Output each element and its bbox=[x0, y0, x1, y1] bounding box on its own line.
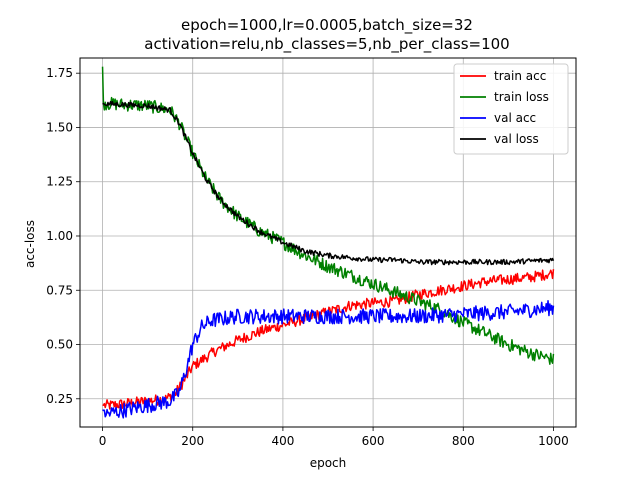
x-tick-label: 200 bbox=[181, 434, 204, 448]
y-tick-label: 0.75 bbox=[46, 283, 73, 297]
chart-title-line-2: activation=relu,nb_classes=5,nb_per_clas… bbox=[144, 35, 509, 54]
chart-title-line-1: epoch=1000,lr=0.0005,batch_size=32 bbox=[181, 16, 473, 35]
y-tick-label: 0.25 bbox=[46, 392, 73, 406]
legend-label: train loss bbox=[494, 90, 549, 104]
y-tick-label: 1.75 bbox=[46, 66, 73, 80]
series-line-val-acc bbox=[102, 300, 555, 419]
x-tick-label: 600 bbox=[362, 434, 385, 448]
legend-label: train acc bbox=[494, 69, 546, 83]
y-axis-label: acc-loss bbox=[23, 220, 37, 268]
y-tick-label: 0.50 bbox=[46, 338, 73, 352]
y-axis: 0.25 0.50 0.75 1.00 1.25 1.50 1.75 bbox=[46, 66, 80, 406]
plot-lines bbox=[101, 66, 555, 419]
legend-label: val acc bbox=[494, 111, 536, 125]
x-axis-label: epoch bbox=[310, 456, 347, 470]
series-line-val-loss bbox=[102, 100, 555, 266]
y-tick-label: 1.50 bbox=[46, 120, 73, 134]
legend-label: val loss bbox=[494, 132, 539, 146]
y-tick-label: 1.25 bbox=[46, 175, 73, 189]
legend-box bbox=[453, 63, 569, 155]
x-tick-label: 800 bbox=[452, 434, 475, 448]
x-axis: 0 200 400 600 800 1000 bbox=[99, 427, 569, 448]
legend: train acc train loss val acc val loss bbox=[453, 63, 569, 155]
plot-frame bbox=[79, 57, 577, 428]
x-tick-label: 0 bbox=[99, 434, 107, 448]
y-tick-label: 1.00 bbox=[46, 229, 73, 243]
x-tick-label: 400 bbox=[271, 434, 294, 448]
x-tick-label: 1000 bbox=[538, 434, 569, 448]
